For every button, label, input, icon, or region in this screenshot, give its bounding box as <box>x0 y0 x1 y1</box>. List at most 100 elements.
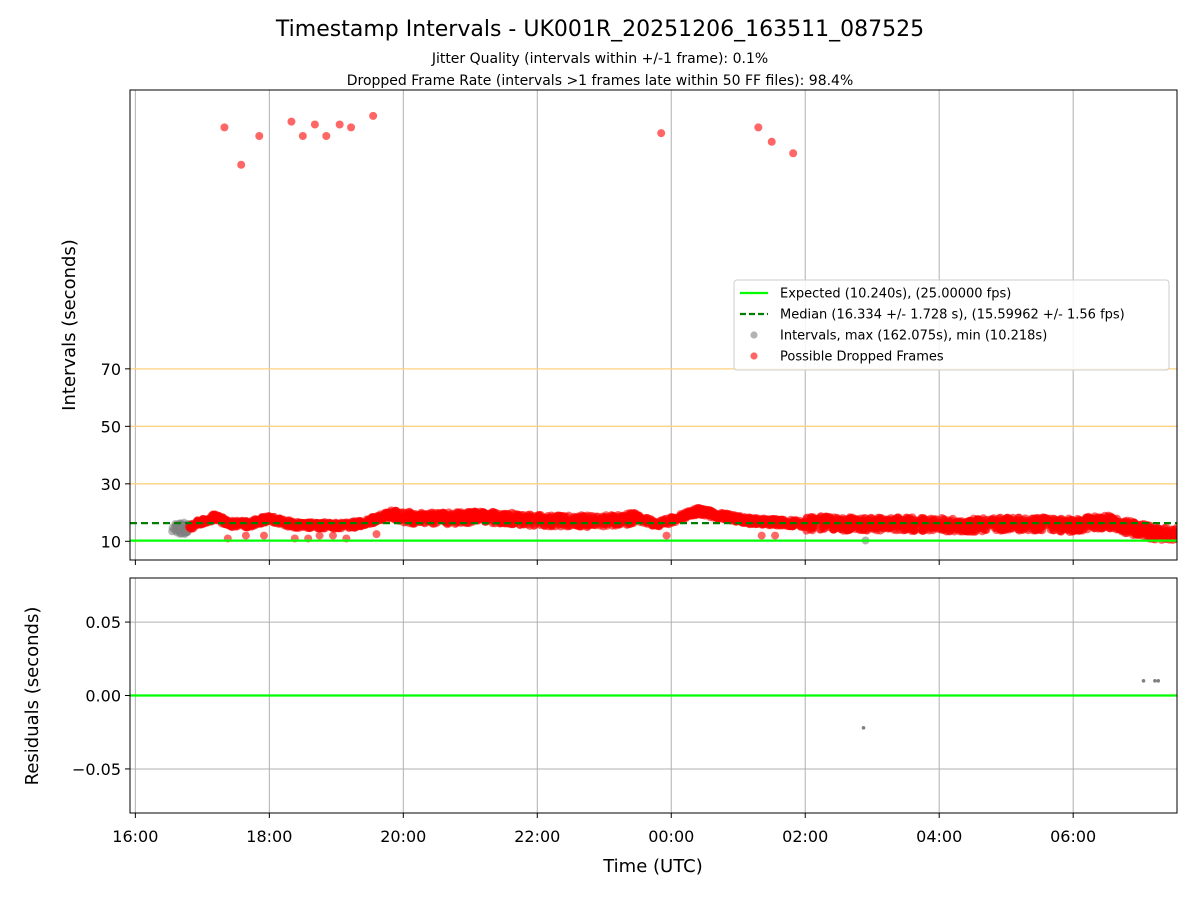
dropped-frame-point <box>1090 523 1099 533</box>
dropped-frame-point <box>1155 531 1164 541</box>
x-tick-label: 18:00 <box>246 827 292 846</box>
dropped-frame-outlier <box>369 111 378 120</box>
residuals-panel: −0.05 0.00 0.05 16:00 18:00 20:00 22:00 00:00 02… <box>72 577 1178 846</box>
dropped-frame-outlier <box>757 531 766 540</box>
dropped-frame-point <box>945 526 954 536</box>
dropped-frame-point <box>971 526 980 535</box>
dropped-frame-outlier <box>767 137 776 146</box>
dropped-frame-point <box>393 515 403 524</box>
dropped-frame-point <box>406 510 415 520</box>
bottom-y-tick-label: −0.05 <box>72 760 121 779</box>
residual-point <box>1156 679 1161 683</box>
dropped-frame-point <box>806 515 816 524</box>
chart-subtitle-jitter: Jitter Quality (intervals within +/-1 fr… <box>431 51 768 67</box>
dropped-frame-point <box>708 507 717 516</box>
dropped-frame-outlier <box>789 149 798 158</box>
legend-entry-label: Expected (10.240s), (25.00000 fps) <box>780 287 1011 302</box>
dropped-frame-outlier <box>310 120 319 129</box>
legend-entry-label: Possible Dropped Frames <box>780 350 944 365</box>
chart-title: Timestamp Intervals - UK001R_20251206_16… <box>275 17 924 42</box>
intervals-panel-frame <box>129 89 1178 561</box>
dropped-frame-point <box>249 515 259 524</box>
dropped-frame-point <box>629 512 639 521</box>
dropped-frame-outlier <box>322 131 331 140</box>
dropped-frame-outlier <box>237 160 246 169</box>
dropped-frame-point <box>498 509 508 519</box>
dropped-frame-outlier <box>347 123 356 132</box>
dropped-frame-point <box>910 525 919 534</box>
bottom-y-axis-label: Residuals (seconds) <box>22 607 43 786</box>
x-tick-label: 20:00 <box>380 827 426 846</box>
dropped-frame-point <box>258 513 267 522</box>
legend: Expected (10.240s), (25.00000 fps) Median… <box>733 279 1170 371</box>
dropped-frame-point <box>919 515 929 524</box>
x-axis-label: Time (UTC) <box>602 856 703 877</box>
dropped-frame-point <box>845 514 854 523</box>
dropped-frame-outlier <box>771 531 780 540</box>
dropped-frame-outlier <box>328 531 337 540</box>
dropped-frame-outlier <box>241 531 250 540</box>
dropped-frame-outlier <box>315 531 324 540</box>
dropped-frame-point <box>1134 523 1143 533</box>
dropped-frame-point <box>365 515 374 524</box>
residual-point <box>861 726 866 730</box>
chart-subtitle-dropped: Dropped Frame Rate (intervals >1 frames … <box>347 73 854 89</box>
dropped-frame-outlier <box>662 531 671 540</box>
legend-swatch-point <box>750 352 758 360</box>
dropped-frame-point <box>426 511 435 520</box>
dropped-frame-point <box>958 518 967 528</box>
dropped-frame-point <box>641 514 650 523</box>
x-tick-label: 04:00 <box>916 827 962 846</box>
dropped-frame-point <box>480 511 489 520</box>
legend-box <box>733 279 1170 371</box>
dropped-frame-point <box>1161 527 1171 536</box>
dropped-frame-point <box>1075 526 1084 535</box>
residuals-plot-area <box>130 578 1177 813</box>
dropped-frame-point <box>1032 514 1041 523</box>
top-y-tick-label: 50 <box>101 417 121 436</box>
legend-swatch-point <box>750 331 758 339</box>
dropped-frame-point <box>866 514 875 523</box>
dropped-frame-point <box>834 515 843 525</box>
dropped-frame-point <box>826 513 835 523</box>
dropped-frame-outlier <box>335 120 344 129</box>
residual-point <box>1153 679 1157 683</box>
dropped-frame-point <box>808 523 817 532</box>
dropped-frame-point <box>409 519 418 528</box>
residual-point <box>1141 679 1146 683</box>
dropped-frame-point <box>819 522 828 531</box>
dropped-frame-point <box>288 517 297 527</box>
dropped-frame-point <box>521 512 531 522</box>
dropped-frame-outlier <box>220 123 229 132</box>
x-tick-label: 00:00 <box>648 827 694 846</box>
dropped-frame-point <box>980 525 990 534</box>
bottom-y-tick-label: 0.00 <box>85 687 121 706</box>
top-y-tick-label: 10 <box>101 532 121 551</box>
dropped-frame-point <box>839 526 848 535</box>
dropped-frame-point <box>348 520 357 529</box>
dropped-frame-point <box>854 524 863 533</box>
dropped-frame-point <box>272 515 281 524</box>
top-y-tick-label: 30 <box>101 475 121 494</box>
dropped-frame-point <box>417 512 427 522</box>
dropped-frame-point <box>963 527 973 536</box>
bottom-y-tick-label: 0.05 <box>85 613 121 632</box>
dropped-frame-point <box>1170 529 1177 539</box>
dropped-frame-point <box>714 513 723 523</box>
dropped-frame-point <box>1049 519 1058 528</box>
dropped-frame-point <box>437 512 447 521</box>
legend-entry-label: Median (16.334 +/- 1.728 s), (15.59962 +… <box>780 308 1125 323</box>
dropped-frame-point <box>675 511 685 521</box>
dropped-frame-point <box>467 512 477 521</box>
dropped-frame-point <box>1153 524 1162 534</box>
x-tick-label: 02:00 <box>782 827 828 846</box>
dropped-frame-point <box>749 519 758 528</box>
intervals-panel: 10 30 50 70 <box>101 89 1178 565</box>
x-tick-label: 16:00 <box>112 827 158 846</box>
dropped-frame-outlier <box>255 131 264 140</box>
interval-point <box>168 523 177 532</box>
top-y-axis-label: Intervals (seconds) <box>59 239 80 411</box>
dropped-frame-point <box>936 523 946 533</box>
dropped-frame-point <box>895 525 905 535</box>
